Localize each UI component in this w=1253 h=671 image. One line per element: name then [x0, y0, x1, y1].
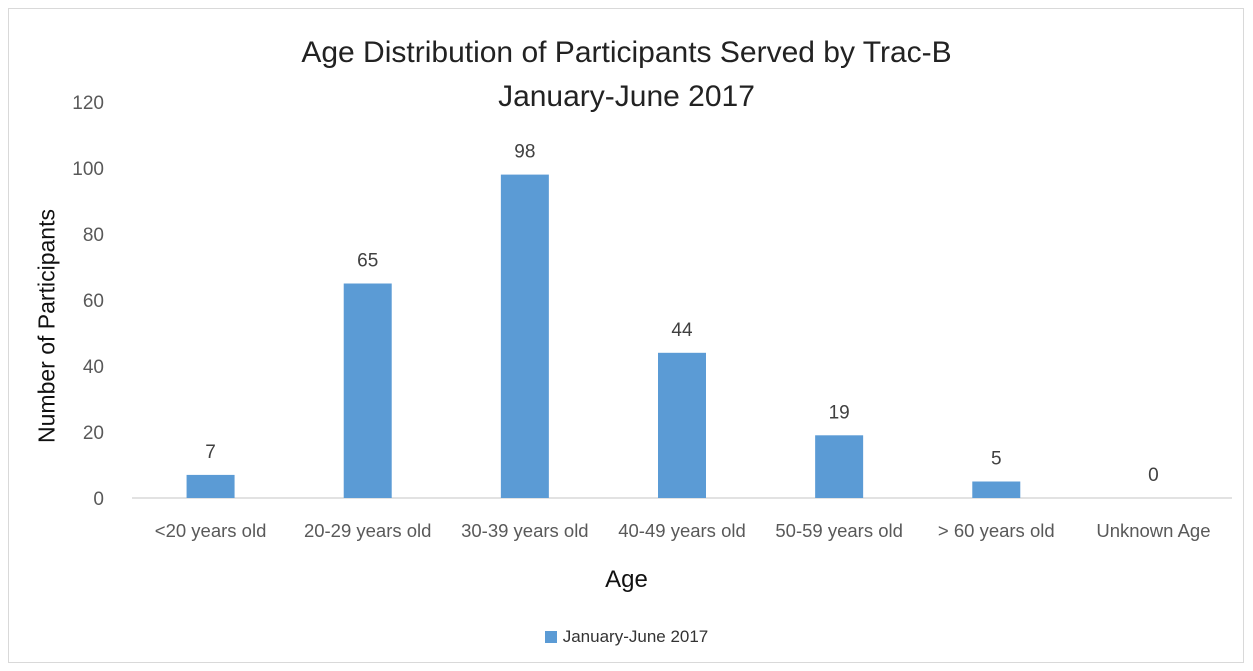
x-axis-label: Age	[605, 566, 648, 593]
data-label: 19	[829, 402, 850, 423]
x-tick-label: 50-59 years old	[775, 520, 903, 541]
chart-area	[8, 8, 1244, 663]
data-label: 7	[205, 442, 216, 463]
data-label: 44	[671, 320, 693, 341]
y-tick-label: 20	[83, 423, 104, 444]
y-tick-label: 40	[83, 357, 104, 378]
bar	[186, 474, 235, 498]
y-tick-label: 60	[83, 291, 104, 312]
legend-label: January-June 2017	[562, 627, 709, 646]
x-tick-label: 40-49 years old	[618, 520, 746, 541]
y-tick-label: 100	[72, 159, 104, 180]
data-label: 98	[514, 142, 535, 163]
chart-subtitle: January-June 2017	[498, 80, 755, 113]
y-axis-label: Number of Participants	[33, 209, 60, 443]
x-tick-label: > 60 years old	[938, 520, 1055, 541]
data-label: 0	[1148, 465, 1159, 486]
chart-title: Age Distribution of Participants Served …	[301, 36, 952, 69]
legend-swatch	[544, 631, 557, 643]
bar	[658, 352, 706, 498]
data-label: 5	[991, 449, 1002, 470]
bar	[972, 481, 1021, 498]
x-tick-label: 30-39 years old	[461, 520, 589, 541]
y-tick-label: 0	[93, 489, 104, 510]
data-label: 65	[357, 251, 378, 272]
legend: January-June 2017	[0, 627, 1253, 647]
x-tick-label: 20-29 years old	[304, 520, 432, 541]
bar	[500, 174, 549, 498]
y-tick-label: 120	[72, 93, 104, 114]
y-tick-label: 80	[83, 225, 104, 246]
x-tick-label: Unknown Age	[1096, 520, 1210, 541]
bar	[815, 435, 864, 498]
bar	[343, 283, 392, 498]
x-tick-label: <20 years old	[155, 520, 267, 541]
